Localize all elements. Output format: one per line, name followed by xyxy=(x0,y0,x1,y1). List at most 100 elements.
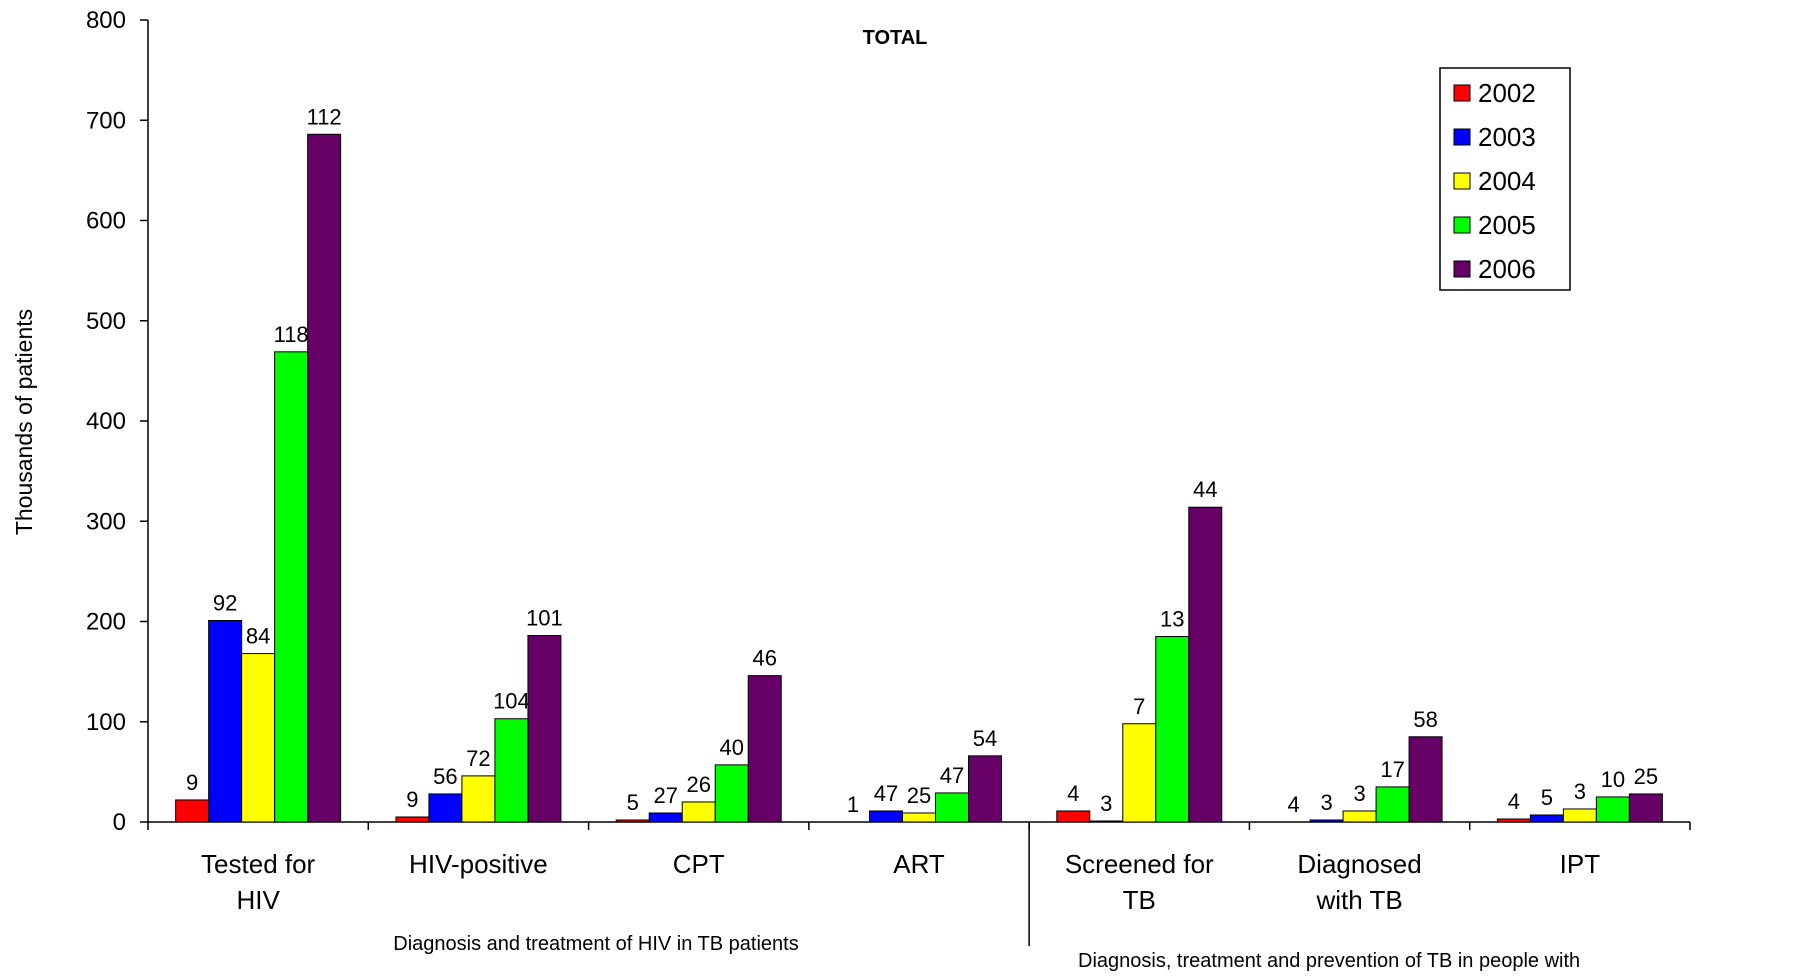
legend-label: 2003 xyxy=(1478,122,1536,152)
data-label: 3 xyxy=(1100,791,1112,816)
bar xyxy=(395,816,430,823)
bar xyxy=(1562,808,1597,823)
data-label: 44 xyxy=(1193,477,1217,502)
bar xyxy=(681,801,716,823)
bar xyxy=(274,351,309,823)
x-tick-label: ART xyxy=(893,849,945,879)
data-label: 58 xyxy=(1413,707,1437,732)
data-label: 4 xyxy=(1508,789,1520,814)
bar xyxy=(1309,819,1344,823)
bar xyxy=(902,812,936,823)
y-tick-label: 0 xyxy=(113,809,126,836)
legend-swatch xyxy=(1453,260,1471,278)
legend-swatch xyxy=(1453,216,1471,234)
data-label: 27 xyxy=(653,783,677,808)
data-label: 5 xyxy=(627,790,639,815)
x-tick-label: HIV-positive xyxy=(409,849,548,879)
bar xyxy=(208,619,243,823)
bar xyxy=(1496,818,1531,823)
legend-label: 2006 xyxy=(1478,254,1536,284)
legend-swatch xyxy=(1453,172,1471,190)
group-label-tb-in-hiv: Diagnosis, treatment and prevention of T… xyxy=(1078,950,1580,972)
data-label: 56 xyxy=(433,764,457,789)
x-tick-label: Diagnosed with TB xyxy=(1297,849,1421,915)
bar xyxy=(1188,506,1223,823)
x-tick-label: CPT xyxy=(673,849,725,879)
bar xyxy=(968,755,1002,823)
legend: 2002 2003 2004 2005 2006 xyxy=(1439,67,1571,291)
data-label: 1 xyxy=(847,792,859,817)
bar xyxy=(869,810,903,823)
bar xyxy=(1089,820,1124,823)
data-label: 40 xyxy=(719,735,743,760)
bar xyxy=(747,675,782,823)
plot-area: 0 100 200 300 400 500 600 700 800 Tested for HIV HI… xyxy=(86,7,1691,946)
data-label: 3 xyxy=(1320,790,1332,815)
bar xyxy=(527,635,562,823)
x-tick-label: IPT xyxy=(1560,849,1601,879)
group-label-hiv-in-tb: Diagnosis and treatment of HIV in TB pat… xyxy=(393,933,798,955)
bar xyxy=(428,793,463,823)
data-label: 25 xyxy=(1634,764,1658,789)
data-label: 4 xyxy=(1287,792,1299,817)
data-label: 92 xyxy=(213,590,237,615)
bar xyxy=(648,812,683,823)
data-label: 3 xyxy=(1574,779,1586,804)
bar xyxy=(714,764,749,823)
data-label: 112 xyxy=(307,104,342,129)
bar xyxy=(1408,736,1443,823)
y-tick-label: 400 xyxy=(86,408,126,435)
y-tick-label: 300 xyxy=(86,508,126,535)
y-tick-label: 500 xyxy=(86,308,126,335)
data-label: 7 xyxy=(1133,694,1145,719)
data-label: 46 xyxy=(752,646,776,671)
y-tick-label: 100 xyxy=(86,709,126,736)
data-label: 118 xyxy=(274,322,309,347)
data-label: 4 xyxy=(1067,781,1079,806)
legend-label: 2005 xyxy=(1478,210,1536,240)
bar xyxy=(615,819,650,823)
y-tick-label: 200 xyxy=(86,609,126,636)
bar xyxy=(1375,786,1410,823)
data-label: 9 xyxy=(406,787,418,812)
bar xyxy=(461,775,496,823)
data-label: 101 xyxy=(526,606,563,631)
bar xyxy=(494,718,529,823)
bar xyxy=(307,133,342,823)
data-label: 3 xyxy=(1353,781,1365,806)
bar xyxy=(1155,636,1190,823)
data-label: 54 xyxy=(973,726,997,751)
data-label: 13 xyxy=(1160,607,1184,632)
data-label: 47 xyxy=(874,781,898,806)
x-tick-label: Screened for TB xyxy=(1065,849,1214,915)
y-tick-label: 800 xyxy=(86,7,126,34)
chart-title: TOTAL xyxy=(863,27,928,49)
bar xyxy=(241,653,276,823)
bar xyxy=(935,792,969,823)
data-label: 5 xyxy=(1541,785,1553,810)
data-label: 47 xyxy=(940,763,964,788)
legend-label: 2004 xyxy=(1478,166,1536,196)
bar xyxy=(1529,814,1564,823)
bar xyxy=(175,799,210,823)
bar xyxy=(1628,793,1663,823)
bar xyxy=(1122,723,1157,823)
data-label: 104 xyxy=(493,689,530,714)
legend-swatch xyxy=(1453,128,1471,146)
bar xyxy=(1595,796,1630,823)
data-label: 84 xyxy=(246,624,270,649)
bar xyxy=(1342,810,1377,823)
y-tick-label: 700 xyxy=(86,107,126,134)
y-axis-label: Thousands of patients xyxy=(11,309,37,535)
bar xyxy=(1056,810,1091,823)
data-label: 25 xyxy=(907,783,931,808)
legend-swatch xyxy=(1453,84,1471,102)
data-label: 17 xyxy=(1380,757,1404,782)
data-label: 72 xyxy=(466,746,490,771)
legend-label: 2002 xyxy=(1478,78,1536,108)
y-tick-label: 600 xyxy=(86,208,126,235)
data-label: 10 xyxy=(1601,767,1625,792)
data-label: 26 xyxy=(686,772,710,797)
